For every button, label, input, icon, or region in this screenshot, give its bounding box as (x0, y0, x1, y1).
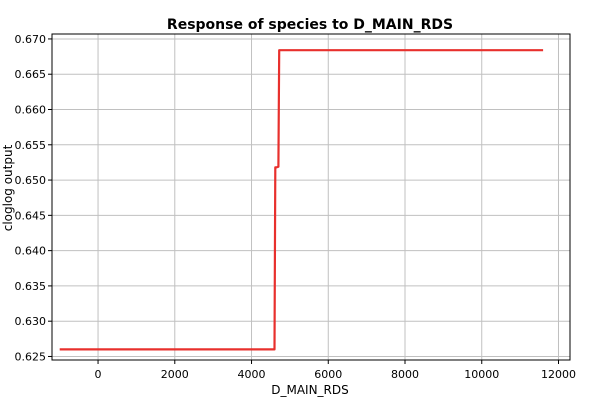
x-tick-label: 6000 (314, 368, 342, 381)
y-tick-label: 0.635 (15, 280, 47, 293)
y-axis-label: cloglog output (1, 144, 15, 231)
chart-title: Response of species to D_MAIN_RDS (167, 17, 453, 33)
series-line (59, 49, 544, 351)
grid-lines (52, 34, 570, 360)
x-tick-label: 4000 (238, 368, 266, 381)
x-tick-label: 8000 (391, 368, 419, 381)
y-tick-label: 0.665 (15, 68, 47, 81)
series-layer (59, 49, 544, 351)
y-tick-label: 0.660 (15, 104, 47, 117)
y-tick-label: 0.655 (15, 139, 47, 152)
plot-frame (51, 33, 571, 361)
axis-ticks: 0 2000 4000 6000 8000 10000 12000 0.625 0.630 0.6… (15, 33, 576, 381)
y-tick-label: 0.645 (15, 209, 47, 222)
x-tick-label: 10000 (464, 368, 499, 381)
y-tick-label: 0.630 (15, 315, 47, 328)
x-tick-label: 2000 (161, 368, 189, 381)
y-tick-label: 0.625 (15, 350, 47, 363)
y-tick-label: 0.640 (15, 245, 47, 258)
y-tick-label: 0.650 (15, 174, 47, 187)
x-tick-label: 12000 (541, 368, 576, 381)
x-tick-label: 0 (95, 368, 102, 381)
x-axis-label: D_MAIN_RDS (271, 383, 349, 397)
y-tick-label: 0.670 (15, 33, 47, 46)
